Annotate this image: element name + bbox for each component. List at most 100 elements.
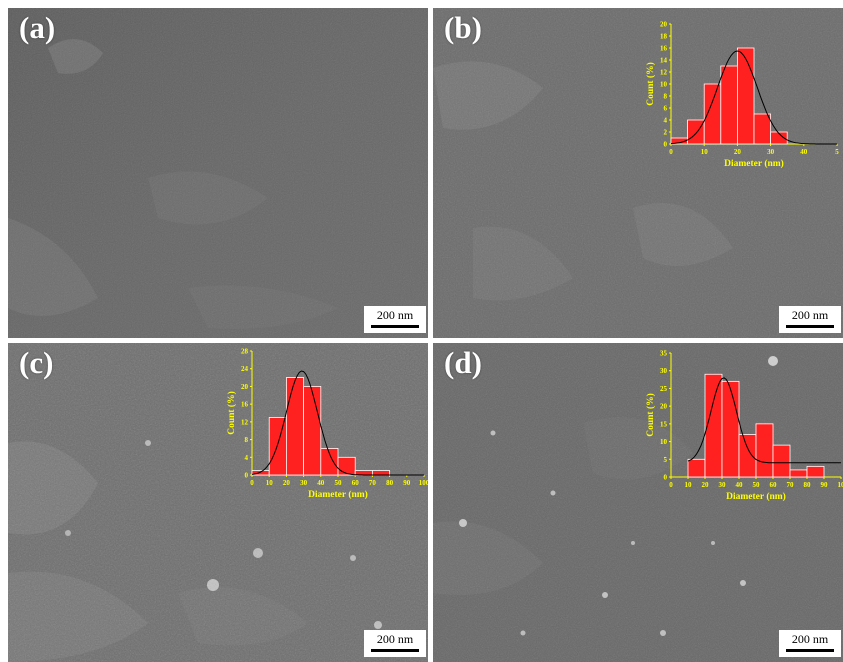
histogram-bar <box>703 83 722 145</box>
y-tick-label: 18 <box>660 33 668 41</box>
x-tick-label: 60 <box>352 479 360 487</box>
x-tick-label: 70 <box>787 481 795 489</box>
x-tick-label: 50 <box>753 481 761 489</box>
x-tick-label: 20 <box>702 481 710 489</box>
scale-bar: 200 nm <box>364 630 426 657</box>
y-tick-label: 16 <box>660 45 668 53</box>
scale-bar-line <box>786 649 834 652</box>
histogram-bar <box>789 469 808 478</box>
histogram-bar <box>268 417 287 476</box>
x-tick-label: 20 <box>283 479 291 487</box>
y-tick-label: 4 <box>245 454 249 462</box>
sem-panel-b: (b) 0 2 4 6 8 10 12 14 16 18 20 0 10 20 30 40 5 Diameter … <box>433 8 843 338</box>
x-tick-label: 90 <box>821 481 829 489</box>
y-tick-label: 15 <box>660 420 668 428</box>
y-tick-label: 8 <box>245 436 249 444</box>
sem-panel-a: (a) 200 nm <box>8 8 428 338</box>
histogram-bar <box>770 131 788 145</box>
histogram-bar <box>286 377 305 476</box>
sem-image-c <box>8 343 428 662</box>
histogram-bar <box>772 444 791 478</box>
y-tick-label: 24 <box>241 365 249 373</box>
sem-panel-d: (d) 0 5 10 15 20 25 30 35 0 10 20 30 40 50 60 70 80 90 10 D… <box>433 343 843 662</box>
y-tick-label: 28 <box>241 348 249 356</box>
y-tick-label: 4 <box>664 117 668 125</box>
sem-image-d <box>433 343 843 662</box>
panel-label: (d) <box>444 345 482 380</box>
sem-image-b <box>433 8 843 338</box>
x-tick-label: 40 <box>317 479 325 487</box>
y-tick-label: 16 <box>241 401 249 409</box>
histogram-bar <box>753 113 772 145</box>
x-tick-label: 0 <box>669 481 673 489</box>
size-histogram-d: 0 5 10 15 20 25 30 35 0 10 20 30 40 50 60 70 80 90 10 Diame… <box>637 343 843 508</box>
x-tick-label: 0 <box>250 479 254 487</box>
x-tick-label: 80 <box>804 481 812 489</box>
y-tick-label: 2 <box>664 129 668 137</box>
histogram-bar <box>755 423 774 478</box>
x-tick-label: 30 <box>300 479 308 487</box>
y-tick-label: 5 <box>664 456 668 464</box>
y-tick-label: 8 <box>664 93 668 101</box>
x-axis-label: Diameter (nm) <box>726 491 786 502</box>
x-tick-label: 30 <box>767 148 775 156</box>
y-tick-label: 35 <box>660 350 668 358</box>
gaussian-fit-curve <box>251 370 424 476</box>
y-tick-label: 6 <box>664 105 668 113</box>
panel-label: (a) <box>19 10 56 45</box>
histogram-bar <box>806 465 825 478</box>
x-tick-label: 60 <box>770 481 778 489</box>
histogram-svg: 0 5 10 15 20 25 30 35 0 10 20 30 40 50 60 70 80 90 10 Diame… <box>645 350 843 503</box>
histogram-bar <box>337 456 356 476</box>
y-tick-label: 0 <box>245 472 249 480</box>
y-tick-label: 12 <box>660 69 668 77</box>
y-tick-label: 10 <box>660 81 668 89</box>
y-axis-label: Count (%) <box>645 62 656 106</box>
x-tick-label: 70 <box>369 479 377 487</box>
x-tick-label: 80 <box>386 479 394 487</box>
panel-label: (c) <box>19 345 54 380</box>
x-tick-label: 10 <box>701 148 709 156</box>
y-tick-label: 20 <box>660 21 668 29</box>
x-tick-label: 100 <box>419 479 428 487</box>
scale-bar: 200 nm <box>779 306 841 333</box>
y-tick-label: 10 <box>660 438 668 446</box>
scale-bar-label: 200 nm <box>376 308 414 322</box>
x-tick-label: 40 <box>736 481 744 489</box>
scale-bar-label: 200 nm <box>376 632 414 646</box>
x-tick-label: 0 <box>669 148 673 156</box>
x-tick-label: 10 <box>685 481 693 489</box>
histogram-svg: 0 4 8 12 16 20 24 28 0 10 20 30 40 50 60 70 80 90 100 Diame… <box>226 348 428 501</box>
gaussian-fit-curve <box>687 377 841 464</box>
scale-bar-line <box>371 325 419 328</box>
histogram-bar <box>371 470 390 476</box>
y-axis-label: Count (%) <box>645 393 656 437</box>
y-tick-label: 0 <box>664 474 668 482</box>
histogram-bar <box>737 47 755 145</box>
scale-bar: 200 nm <box>779 630 841 657</box>
histogram-bar <box>738 434 757 478</box>
size-histogram-c: 0 4 8 12 16 20 24 28 0 10 20 30 40 50 60 70 80 90 100 Diame… <box>212 343 428 508</box>
x-tick-label: 30 <box>719 481 727 489</box>
sem-panel-c: (c) 0 4 8 12 16 20 24 28 0 10 20 30 40 50 60 70 80 90 100 D… <box>8 343 428 662</box>
scale-bar: 200 nm <box>364 306 426 333</box>
gaussian-fit-curve <box>670 50 837 145</box>
x-tick-label: 90 <box>403 479 411 487</box>
scale-bar-label: 200 nm <box>791 632 829 646</box>
x-tick-label: 5 <box>835 148 839 156</box>
x-axis-label: Diameter (nm) <box>724 158 784 169</box>
histogram-bar <box>687 119 705 145</box>
y-tick-label: 12 <box>241 418 249 426</box>
y-tick-label: 20 <box>241 383 249 391</box>
x-tick-label: 40 <box>800 148 808 156</box>
y-tick-label: 14 <box>660 57 668 65</box>
histogram-bar <box>303 386 322 476</box>
y-tick-label: 20 <box>660 403 668 411</box>
sem-image-a <box>8 8 428 338</box>
scale-bar-line <box>371 649 419 652</box>
y-axis-label: Count (%) <box>226 391 237 435</box>
histogram-bar <box>687 458 706 478</box>
x-tick-label: 20 <box>734 148 742 156</box>
x-tick-label: 50 <box>335 479 343 487</box>
